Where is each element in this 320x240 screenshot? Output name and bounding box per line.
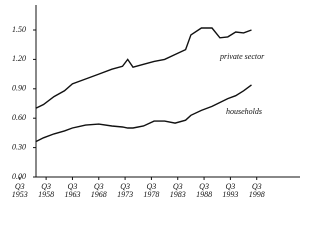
x-tick-label: Q3 1993	[222, 182, 239, 199]
series-line	[35, 27, 252, 110]
series-line	[35, 84, 252, 143]
x-tick-label: Q3 1953	[11, 182, 28, 199]
x-tick-label: Q3 1968	[90, 182, 107, 199]
chart: 0.00 0.30 0.60 0.90 1.20 1.50 private sector ho…	[11, 5, 300, 199]
x-tick-label: Q3 1988	[196, 182, 213, 199]
y-tick-label: 1.20	[12, 54, 26, 63]
series-label: households	[226, 107, 262, 116]
x-tick-label: Q3 1978	[143, 182, 160, 199]
x-tick-label: Q3 1998	[248, 182, 265, 199]
x-tick-label: Q3 1983	[169, 182, 186, 199]
y-tick-label: 0.60	[12, 113, 26, 122]
y-tick-label: 1.50	[12, 25, 26, 34]
x-tick-label: Q3 1958	[38, 182, 55, 199]
x-tick-label: Q3 1973	[117, 182, 134, 199]
y-tick-label: 0.00	[12, 172, 26, 181]
y-tick-label: 0.90	[12, 84, 26, 93]
plot: 0.00 0.30 0.60 0.90 1.20 1.50 private sector ho…	[12, 5, 300, 181]
x-tick-label: Q3 1963	[64, 182, 81, 199]
series-label: private sector	[219, 52, 265, 61]
y-tick-label: 0.30	[12, 142, 26, 151]
